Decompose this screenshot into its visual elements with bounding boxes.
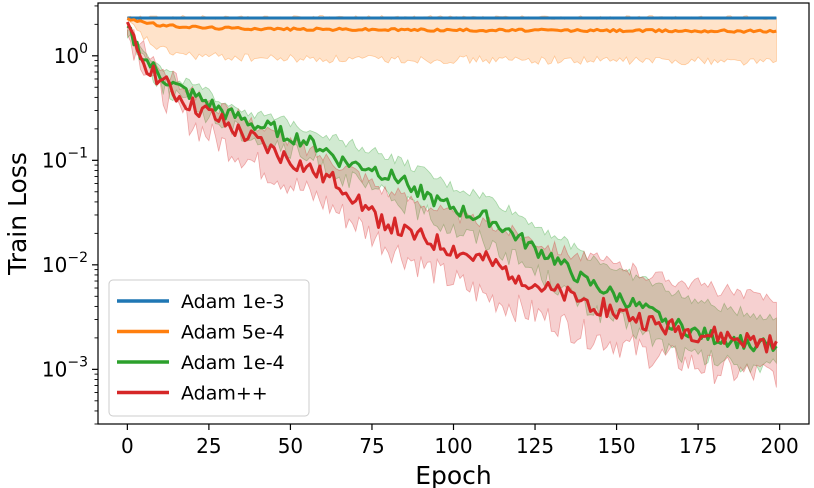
- y-tick-label: 10−1: [42, 145, 88, 172]
- x-tick-label: 50: [278, 434, 303, 458]
- x-tick-label: 75: [359, 434, 384, 458]
- x-tick-label: 150: [597, 434, 635, 458]
- band-adam-1e-4: [127, 28, 777, 374]
- y-tick-label: 100: [54, 41, 88, 68]
- legend-label: Adam++: [181, 383, 268, 405]
- legend-label: Adam 5e-4: [181, 322, 285, 344]
- x-tick-label: 100: [434, 434, 472, 458]
- y-axis-label: Train Loss: [3, 152, 32, 276]
- x-tick-label: 0: [121, 434, 134, 458]
- legend: Adam 1e-3 Adam 5e-4 Adam 1e-4 Adam++: [108, 279, 310, 417]
- line-adam-5e-4: [126, 17, 777, 34]
- legend-box: [108, 279, 310, 417]
- y-axis-ticks: 100 10−1 10−2 10−3: [42, 5, 98, 425]
- x-tick-label: 200: [761, 434, 799, 458]
- x-tick-label: 175: [679, 434, 717, 458]
- y-tick-label: 10−2: [42, 250, 88, 277]
- y-tick-label: 10−3: [42, 354, 88, 381]
- x-axis-label: Epoch: [415, 461, 492, 488]
- legend-label: Adam 1e-3: [181, 291, 285, 313]
- x-axis-ticks: 0 25 50 75 100 125 150 175 200: [121, 424, 799, 458]
- line-adam: [126, 21, 778, 354]
- x-tick-label: 25: [196, 434, 221, 458]
- legend-label: Adam 1e-4: [181, 352, 285, 374]
- band-adam-5e-4: [127, 14, 777, 66]
- series-lines: [126, 16, 778, 354]
- x-tick-label: 125: [516, 434, 554, 458]
